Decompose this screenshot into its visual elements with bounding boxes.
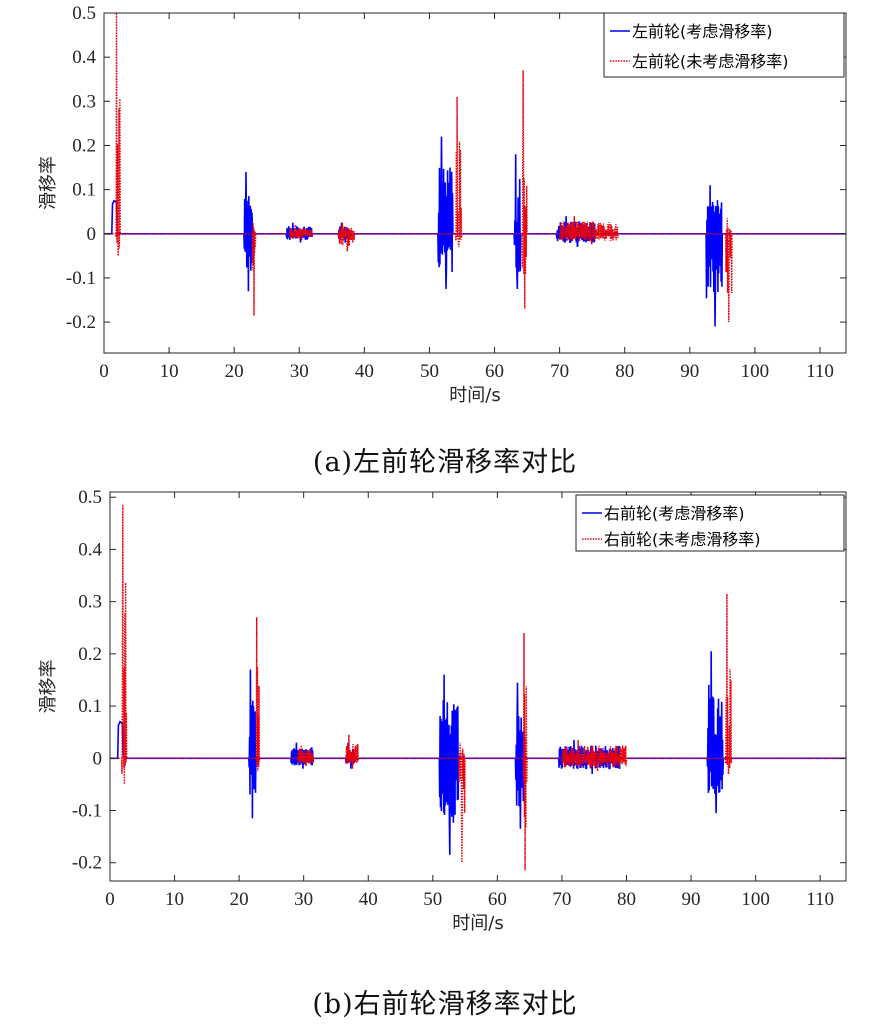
x-tick-label: 0 xyxy=(105,889,115,910)
x-tick-label: 80 xyxy=(617,889,636,910)
chart-a-caption: (a)左前轮滑移率对比 xyxy=(312,447,578,478)
x-tick-label: 20 xyxy=(225,361,244,382)
chart-a: 0 10 20 30 40 50 60 70 80 90 100 110 0.5 0.4 0.3 0.2 0.1… xyxy=(38,3,847,406)
y-tick-label: 0 xyxy=(93,748,103,769)
y-axis-label: 滑移率 xyxy=(38,660,59,714)
x-axis-label: 时间/s xyxy=(449,385,500,406)
y-tick-label: 0 xyxy=(87,224,97,245)
legend-label-not-considered: 左前轮(未考虑滑移率) xyxy=(632,52,789,71)
y-axis-label: 滑移率 xyxy=(38,156,59,210)
x-tick-label: 110 xyxy=(806,361,834,382)
y-tick-label: -0.2 xyxy=(72,853,102,874)
series-line-not-considered xyxy=(110,505,846,871)
x-tick-label: 110 xyxy=(806,889,834,910)
y-tick-label: 0.3 xyxy=(78,592,102,613)
y-tick-label: 0.1 xyxy=(78,696,102,717)
plot-frame xyxy=(109,491,847,882)
x-tick-label: 90 xyxy=(680,361,699,382)
legend-label-not-considered: 右前轮(未考虑滑移率) xyxy=(604,530,761,549)
plot-frame xyxy=(103,12,847,354)
y-tick-label: -0.1 xyxy=(72,801,102,822)
x-tick-label: 10 xyxy=(160,361,179,382)
legend-label-considered: 左前轮(考虑滑移率) xyxy=(632,22,773,41)
x-tick-label: 40 xyxy=(355,361,374,382)
legend: 左前轮(考虑滑移率) 左前轮(未考虑滑移率) xyxy=(603,12,845,78)
y-tick-label: 0.3 xyxy=(72,91,96,112)
y-tick-label: 0.1 xyxy=(72,180,96,201)
x-tick-label: 20 xyxy=(230,889,249,910)
x-tick-label: 90 xyxy=(682,889,701,910)
x-tick-label: 70 xyxy=(552,889,571,910)
x-tick-label: 50 xyxy=(423,889,442,910)
x-tick-label: 100 xyxy=(741,361,770,382)
series-line-considered xyxy=(110,651,846,855)
x-tick-label: 50 xyxy=(420,361,439,382)
legend: 右前轮(考虑滑移率) 右前轮(未考虑滑移率) xyxy=(575,494,845,552)
x-tick-label: 60 xyxy=(485,361,504,382)
series-line-considered xyxy=(104,136,846,327)
x-tick-label: 100 xyxy=(741,889,770,910)
y-tick-label: -0.1 xyxy=(66,268,96,289)
x-tick-label: 0 xyxy=(99,361,109,382)
y-tick-label: -0.2 xyxy=(66,312,96,333)
x-axis-label: 时间/s xyxy=(452,913,503,934)
x-tick-label: 30 xyxy=(290,361,309,382)
legend-label-considered: 右前轮(考虑滑移率) xyxy=(604,504,745,523)
x-tick-label: 40 xyxy=(359,889,378,910)
series-line-not-considered xyxy=(104,13,846,323)
x-tick-label: 30 xyxy=(294,889,313,910)
x-tick-label: 70 xyxy=(550,361,569,382)
chart-b: 0 10 20 30 40 50 60 70 80 90 100 110 0.5 0.4 0.3 0.2 0.1… xyxy=(38,487,847,934)
legend-box xyxy=(575,494,845,552)
y-tick-label: 0.4 xyxy=(72,47,96,68)
chart-b-caption: (b)右前轮滑移率对比 xyxy=(312,989,578,1020)
legend-box xyxy=(603,12,845,78)
x-tick-label: 10 xyxy=(165,889,184,910)
y-tick-label: 0.4 xyxy=(78,539,102,560)
y-tick-label: 0.2 xyxy=(72,135,96,156)
y-tick-label: 0.5 xyxy=(78,487,102,508)
x-tick-label: 60 xyxy=(488,889,507,910)
x-tick-label: 80 xyxy=(615,361,634,382)
y-tick-label: 0.5 xyxy=(72,3,96,24)
y-tick-label: 0.2 xyxy=(78,644,102,665)
